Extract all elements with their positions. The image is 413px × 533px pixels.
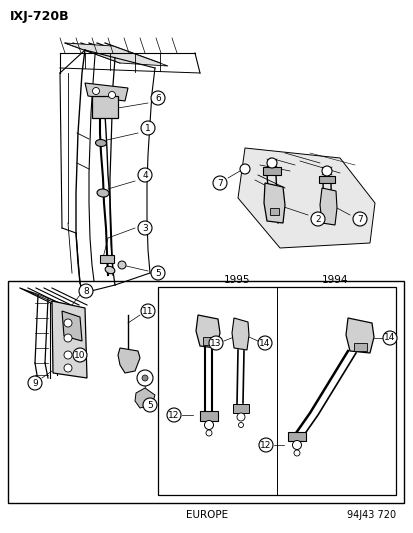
Text: 5: 5 <box>155 269 161 278</box>
Text: 13: 13 <box>210 338 221 348</box>
Circle shape <box>64 351 72 359</box>
Text: 9: 9 <box>32 378 38 387</box>
Circle shape <box>206 430 211 436</box>
Bar <box>318 176 334 183</box>
Text: 14: 14 <box>259 338 270 348</box>
Circle shape <box>64 364 72 372</box>
Text: IXJ-720B: IXJ-720B <box>10 10 69 23</box>
Circle shape <box>240 164 249 174</box>
Circle shape <box>257 336 271 350</box>
Polygon shape <box>20 288 80 311</box>
Text: 94J43 720: 94J43 720 <box>346 510 395 520</box>
Circle shape <box>92 87 99 94</box>
Circle shape <box>292 440 301 449</box>
Ellipse shape <box>95 140 106 147</box>
Bar <box>8 281 403 503</box>
Circle shape <box>238 423 243 427</box>
Text: 1994: 1994 <box>321 275 347 285</box>
Circle shape <box>204 421 213 430</box>
Text: 11: 11 <box>142 306 153 316</box>
Circle shape <box>73 348 87 362</box>
Bar <box>353 343 366 351</box>
Text: 12: 12 <box>260 440 271 449</box>
Bar <box>269 208 278 215</box>
Bar <box>262 167 280 175</box>
Text: 12: 12 <box>168 410 179 419</box>
Polygon shape <box>135 388 154 408</box>
Bar <box>92 96 118 118</box>
Bar <box>202 337 214 345</box>
Text: 2: 2 <box>314 214 320 223</box>
Circle shape <box>151 91 165 105</box>
Polygon shape <box>85 83 128 101</box>
Text: 14: 14 <box>383 334 395 343</box>
Bar <box>100 255 114 263</box>
Circle shape <box>28 376 42 390</box>
Ellipse shape <box>97 189 109 197</box>
Circle shape <box>352 212 366 226</box>
Circle shape <box>141 304 154 318</box>
Polygon shape <box>345 318 373 353</box>
Circle shape <box>79 284 93 298</box>
Bar <box>287 432 305 441</box>
Text: EUROPE: EUROPE <box>185 510 228 520</box>
Circle shape <box>212 176 226 190</box>
Text: 7: 7 <box>216 179 222 188</box>
Circle shape <box>166 408 180 422</box>
Polygon shape <box>319 188 336 225</box>
Circle shape <box>138 168 152 182</box>
Circle shape <box>310 212 324 226</box>
Text: 1: 1 <box>145 124 150 133</box>
Polygon shape <box>237 148 374 248</box>
Ellipse shape <box>105 266 114 274</box>
Circle shape <box>321 166 331 176</box>
Polygon shape <box>195 315 219 348</box>
Bar <box>199 411 218 421</box>
Polygon shape <box>263 183 284 223</box>
Circle shape <box>141 121 154 135</box>
Circle shape <box>64 334 72 342</box>
Text: 6: 6 <box>155 93 161 102</box>
Circle shape <box>142 398 157 412</box>
Circle shape <box>259 438 272 452</box>
Text: 10: 10 <box>74 351 85 359</box>
Polygon shape <box>52 301 87 378</box>
Text: 4: 4 <box>142 171 147 180</box>
Circle shape <box>151 266 165 280</box>
Circle shape <box>108 92 115 99</box>
Text: 3: 3 <box>142 223 147 232</box>
Circle shape <box>142 375 147 381</box>
Circle shape <box>137 370 153 386</box>
Polygon shape <box>231 318 248 350</box>
Text: 7: 7 <box>356 214 362 223</box>
Text: 1995: 1995 <box>223 275 249 285</box>
Text: 8: 8 <box>83 287 89 295</box>
Circle shape <box>382 331 396 345</box>
Text: 5: 5 <box>147 400 152 409</box>
Bar <box>158 287 395 495</box>
Bar <box>233 404 248 413</box>
Circle shape <box>293 450 299 456</box>
Polygon shape <box>65 43 168 66</box>
Circle shape <box>138 221 152 235</box>
Circle shape <box>266 158 276 168</box>
Circle shape <box>236 413 244 421</box>
Circle shape <box>64 319 72 327</box>
Circle shape <box>118 261 126 269</box>
Polygon shape <box>62 311 82 341</box>
Circle shape <box>209 336 223 350</box>
Polygon shape <box>118 348 140 373</box>
